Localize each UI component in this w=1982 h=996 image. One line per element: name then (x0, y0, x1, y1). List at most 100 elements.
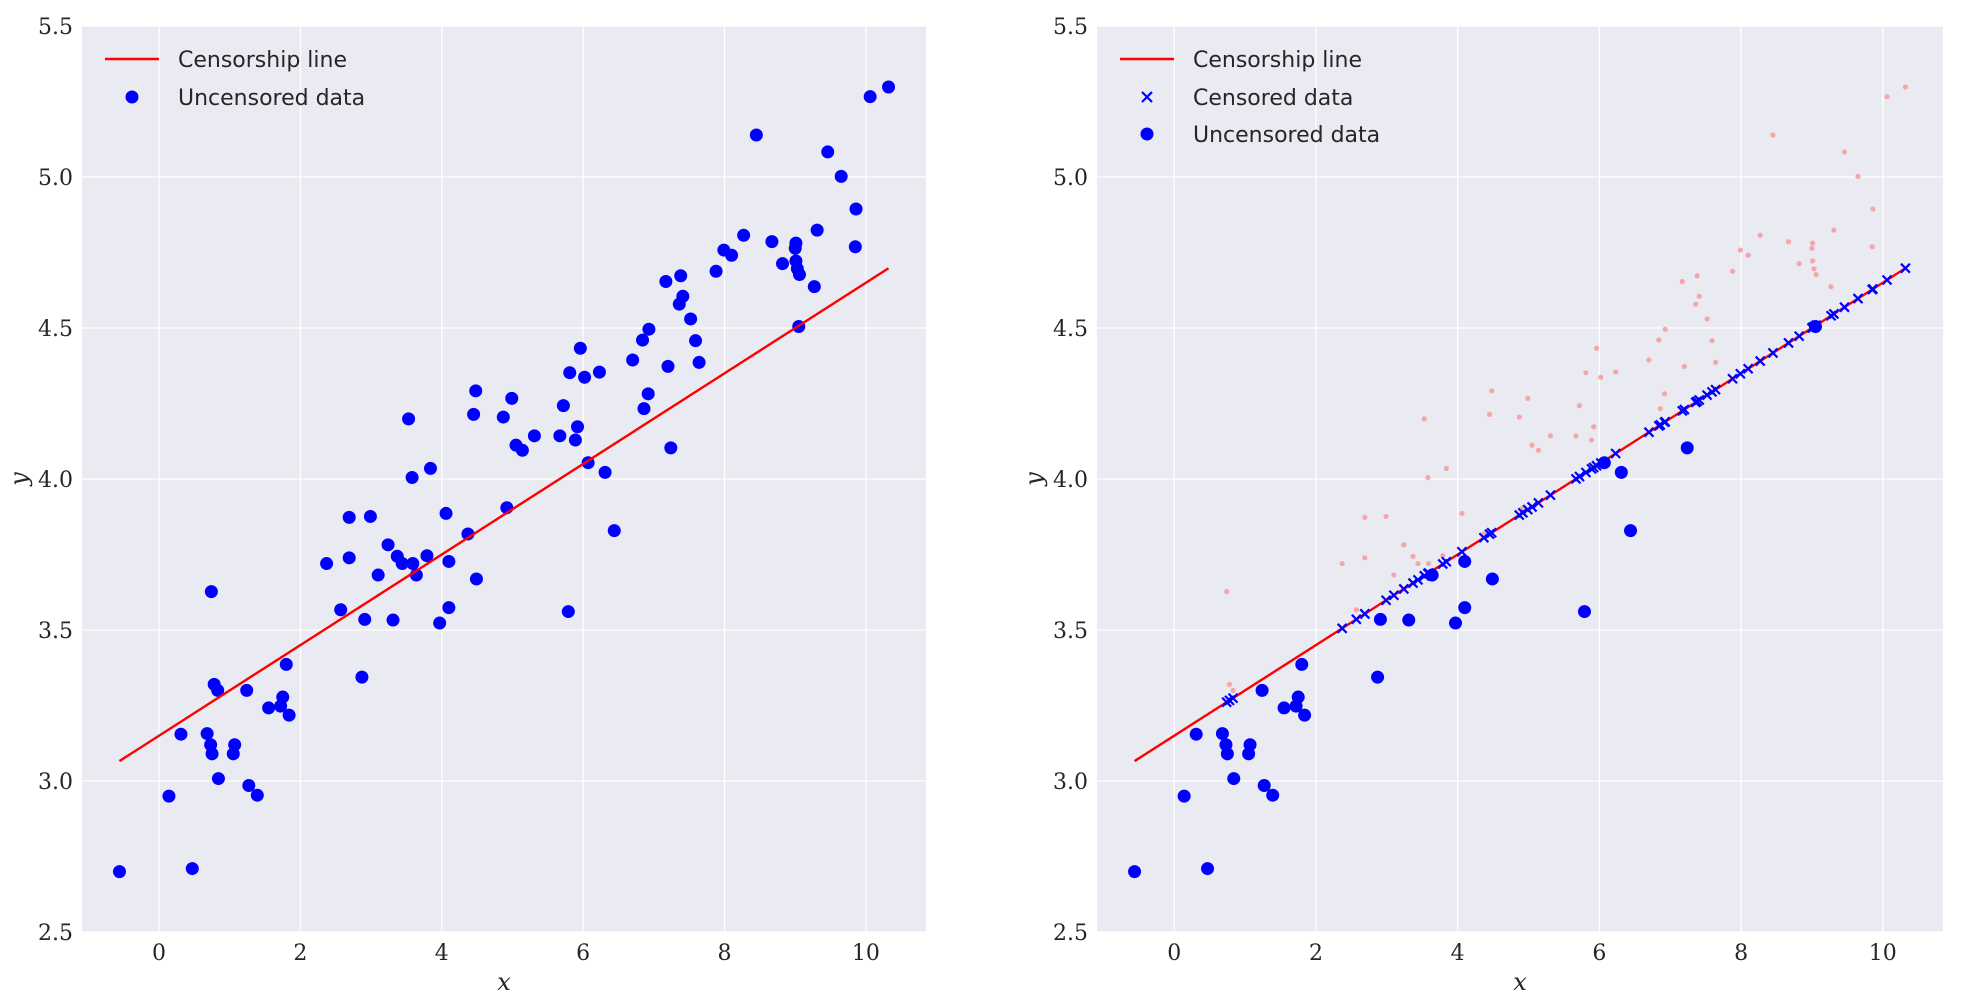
uncensored-point (1177, 789, 1191, 803)
x-tick-label: 10 (1869, 941, 1897, 966)
legend-dot-swatch (1140, 127, 1154, 141)
x-tick-label: 0 (152, 941, 166, 966)
uncensored-point (1227, 772, 1241, 786)
data-point (320, 557, 334, 571)
censored-point (1900, 262, 1911, 274)
data-point (381, 538, 395, 552)
censored-point (1727, 373, 1738, 385)
uncensored-point (1295, 657, 1309, 671)
data-point (211, 772, 225, 786)
faded-original-point (1656, 337, 1662, 343)
data-point (849, 202, 863, 216)
faded-original-point (1704, 316, 1710, 322)
y-axis-label: y (5, 472, 33, 487)
uncensored-point (1243, 738, 1257, 752)
faded-original-point (1440, 553, 1446, 559)
faded-original-point (1729, 268, 1736, 274)
censored-point (1388, 589, 1400, 601)
x-tick-label: 2 (1309, 941, 1323, 966)
censored-point (1380, 594, 1392, 606)
faded-original-point (1362, 555, 1368, 561)
uncensored-point (1425, 568, 1439, 582)
faded-original-point (1593, 345, 1600, 351)
censored-point (1867, 283, 1879, 295)
data-point (442, 554, 456, 568)
faded-original-point (1813, 271, 1819, 278)
data-point (406, 557, 420, 571)
faded-original-point (1415, 560, 1421, 567)
faded-original-point (1547, 433, 1554, 439)
censored-point (1735, 368, 1746, 380)
x-axis-label: x (497, 968, 511, 996)
data-point (405, 470, 419, 484)
faded-original-point (1525, 395, 1531, 401)
uncensored-point (1449, 616, 1463, 630)
data-point (505, 391, 519, 405)
uncensored-point (1485, 572, 1499, 586)
data-point (578, 370, 592, 384)
data-point (242, 779, 256, 793)
censored-point (1407, 577, 1419, 589)
faded-original-point (1796, 261, 1802, 267)
censored-point (1693, 394, 1705, 406)
data-point (228, 738, 242, 752)
uncensored-point (1458, 601, 1472, 615)
x-tick-label: 2 (293, 941, 307, 966)
data-point (334, 603, 348, 617)
faded-original-point (1613, 369, 1619, 375)
faded-original-point (1583, 370, 1589, 376)
faded-original-point (1694, 273, 1700, 279)
faded-original-point (1828, 284, 1834, 290)
uncensored-point (1128, 865, 1142, 879)
faded-original-point (1869, 244, 1875, 250)
faded-original-point (1391, 572, 1397, 578)
data-point (395, 557, 409, 571)
data-point (684, 312, 698, 326)
censored-point (1456, 546, 1468, 558)
y-tick-label: 3.0 (1053, 770, 1088, 795)
data-point (469, 572, 483, 586)
faded-original-point (1785, 239, 1792, 245)
censored-point (1336, 623, 1348, 634)
data-point (174, 727, 188, 741)
data-point (515, 443, 529, 457)
faded-original-point (1443, 465, 1449, 472)
censored-point (1441, 556, 1452, 568)
y-axis-label: y (1020, 472, 1048, 487)
data-point (250, 788, 264, 802)
uncensored-point (1291, 690, 1305, 704)
data-point (592, 365, 606, 379)
y-tick-label: 5.0 (1053, 166, 1088, 191)
faded-original-point (1489, 388, 1495, 394)
censored-point (1533, 497, 1544, 509)
data-point (810, 223, 824, 237)
data-point (496, 410, 510, 424)
censored-point (1526, 501, 1538, 513)
x-axis-label: x (1513, 968, 1527, 996)
faded-original-point (1737, 247, 1743, 253)
y-tick-label: 5.5 (1053, 15, 1088, 40)
data-point (765, 235, 779, 249)
right-plot: 0 2 4 6 8 10 2.5 3.0 3.5 4.0 4.5 5.0 5.5 x y Censorship… (1020, 15, 1943, 996)
faded-original-point (1421, 416, 1427, 422)
faded-original-point (1646, 357, 1652, 363)
faded-original-point (1810, 258, 1816, 264)
faded-original-point (1696, 293, 1702, 299)
faded-original-point (1383, 513, 1389, 520)
uncensored-point (1220, 747, 1234, 761)
data-point (848, 240, 862, 254)
x-tick-label: 6 (1592, 941, 1606, 966)
data-point (342, 551, 356, 565)
data-point (386, 613, 400, 627)
uncensored-point (1614, 465, 1628, 479)
censored-point (1852, 293, 1864, 304)
data-point (676, 289, 690, 303)
uncensored-point (1624, 524, 1638, 538)
data-point (553, 429, 567, 443)
data-point (749, 128, 763, 142)
data-point (573, 341, 587, 355)
faded-original-point (1693, 301, 1699, 307)
faded-original-point (1362, 514, 1368, 520)
faded-original-point (1809, 245, 1815, 251)
faded-original-point (1353, 607, 1359, 613)
